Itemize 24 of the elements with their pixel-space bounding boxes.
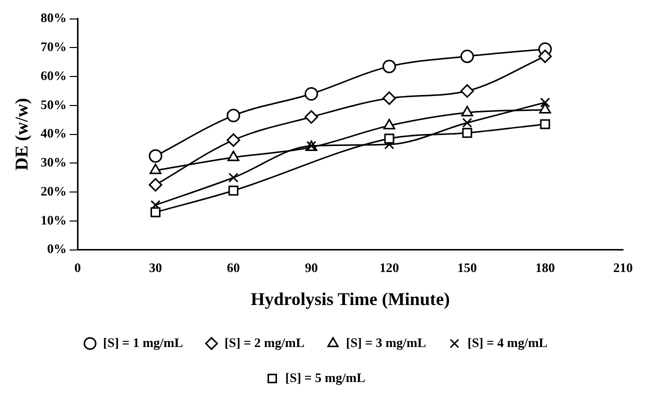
legend-label: [S] = 4 mg/mL bbox=[467, 334, 548, 350]
x-tick-label: 90 bbox=[304, 260, 318, 275]
x-tick-label: 180 bbox=[535, 260, 555, 275]
y-tick-label: 50% bbox=[40, 96, 67, 112]
legend-label: [S] = 3 mg/mL bbox=[346, 334, 426, 350]
x-tick-label: 0 bbox=[74, 260, 81, 275]
y-tick-label: 20% bbox=[40, 183, 67, 198]
x-tick-label: 120 bbox=[380, 260, 400, 275]
y-tick-label: 60% bbox=[40, 68, 67, 83]
x-tick-label: 210 bbox=[613, 260, 633, 275]
y-tick-label: 70% bbox=[40, 39, 67, 54]
y-tick-label: 30% bbox=[40, 154, 67, 170]
y-tick-label: 0% bbox=[47, 241, 67, 256]
x-tick-label: 150 bbox=[457, 260, 477, 275]
legend-label: [S] = 1 mg/mL bbox=[103, 334, 184, 350]
x-tick-label: 60 bbox=[226, 260, 240, 275]
y-axis-title: DE (w/w) bbox=[11, 98, 32, 171]
y-tick-label: 40% bbox=[40, 126, 67, 141]
legend-label: [S] = 2 mg/mL bbox=[224, 334, 305, 350]
y-tick-label: 10% bbox=[40, 212, 67, 228]
x-axis-title: Hydrolysis Time (Minute) bbox=[250, 288, 450, 309]
x-tick-label: 30 bbox=[149, 260, 162, 275]
legend-label: [S] = 5 mg/mL bbox=[285, 370, 366, 385]
y-tick-label: 80% bbox=[40, 10, 67, 26]
